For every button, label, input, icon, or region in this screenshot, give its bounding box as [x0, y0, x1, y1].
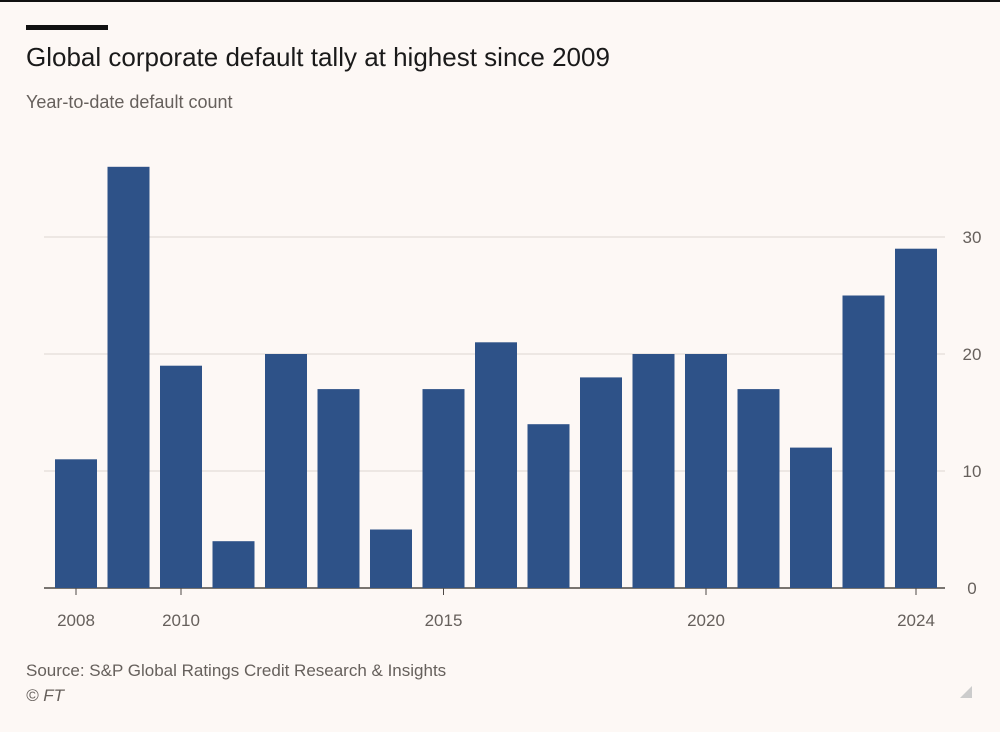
- x-tick-label: 2008: [57, 611, 95, 630]
- x-tick-label: 2020: [687, 611, 725, 630]
- copyright-note: © FT: [26, 686, 65, 705]
- y-tick-label: 30: [963, 228, 982, 247]
- bar-2011: [212, 541, 255, 588]
- bar-2021: [737, 389, 780, 588]
- bar-2014: [370, 529, 412, 588]
- bar-2017: [527, 424, 570, 588]
- y-tick-label: 0: [967, 579, 976, 598]
- bar-2010: [160, 365, 202, 588]
- bar-2016: [475, 342, 517, 588]
- x-tick-label: 2015: [425, 611, 463, 630]
- bar-2015: [422, 389, 465, 588]
- bar-2019: [632, 354, 675, 588]
- bar-2008: [55, 459, 97, 588]
- bar-2009: [107, 166, 150, 589]
- source-note: Source: S&P Global Ratings Credit Resear…: [26, 661, 447, 680]
- bar-2012: [265, 354, 307, 588]
- bar-2013: [317, 389, 360, 588]
- y-tick-label: 10: [963, 462, 982, 481]
- bar-2020: [685, 354, 727, 588]
- y-tick-label: 20: [963, 345, 982, 364]
- x-tick-label: 2010: [162, 611, 200, 630]
- resize-handle-icon[interactable]: [960, 686, 972, 698]
- chart-subtitle: Year-to-date default count: [26, 92, 233, 112]
- x-tick-label: 2024: [897, 611, 935, 630]
- bar-2024: [895, 248, 937, 588]
- bar-2018: [580, 377, 622, 588]
- bar-2023: [842, 295, 885, 588]
- bar-2022: [790, 447, 832, 588]
- chart-title: Global corporate default tally at highes…: [26, 42, 610, 72]
- title-accent-bar: [26, 25, 108, 30]
